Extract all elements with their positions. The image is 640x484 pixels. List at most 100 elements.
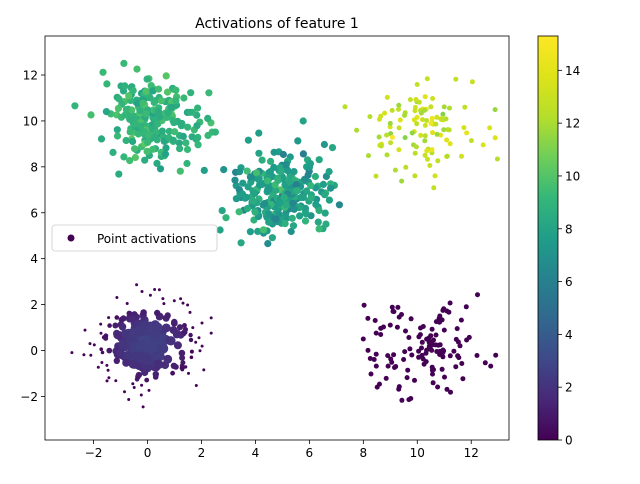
scatter-point [121, 82, 128, 89]
scatter-point [104, 333, 109, 338]
scatter-point [244, 205, 251, 212]
scatter-point [377, 135, 382, 140]
scatter-point [459, 318, 464, 323]
scatter-point [126, 302, 129, 305]
scatter-point [425, 157, 430, 162]
scatter-point [265, 210, 272, 217]
y-tick-label: 8 [30, 160, 38, 174]
scatter-point [87, 111, 94, 118]
scatter-point [430, 372, 435, 377]
scatter-point [255, 130, 262, 137]
x-tick-label: 8 [360, 446, 368, 460]
scatter-point [367, 114, 372, 119]
scatter-point [114, 379, 117, 382]
scatter-point [127, 128, 134, 135]
scatter-point [366, 153, 371, 158]
scatter-point [231, 177, 238, 184]
scatter-point [212, 129, 219, 136]
scatter-point [374, 352, 379, 357]
scatter-point [460, 376, 465, 381]
scatter-point [238, 239, 245, 246]
x-tick-label: 6 [306, 446, 314, 460]
scatter-point [184, 124, 191, 131]
scatter-point [300, 150, 307, 157]
scatter-point [461, 125, 466, 130]
scatter-point [413, 108, 418, 113]
scatter-point [402, 349, 407, 354]
scatter-point [220, 166, 227, 173]
scatter-point [190, 356, 194, 360]
scatter-point [433, 122, 438, 127]
scatter-point [144, 139, 151, 146]
scatter-point [144, 378, 149, 383]
scatter-point [389, 360, 394, 365]
scatter-point [487, 125, 492, 130]
scatter-point [122, 359, 130, 367]
scatter-point [202, 368, 205, 371]
scatter-point [302, 217, 309, 224]
scatter-point [385, 152, 390, 157]
scatter-point [425, 76, 430, 81]
scatter-point [413, 151, 418, 156]
scatter-point [407, 346, 412, 351]
scatter-point [103, 108, 110, 115]
scatter-point [399, 179, 404, 184]
scatter-point [422, 138, 427, 143]
scatter-point [431, 185, 436, 190]
scatter-point [423, 123, 428, 128]
scatter-point [361, 337, 366, 342]
scatter-point [114, 126, 121, 133]
scatter-point [143, 110, 150, 117]
scatter-point [409, 353, 414, 358]
scatter-point [475, 292, 480, 297]
y-tick-label: 2 [30, 298, 38, 312]
scatter-point [448, 353, 453, 358]
scatter-point [418, 133, 423, 138]
scatter-point [416, 349, 421, 354]
scatter-point [137, 123, 144, 130]
scatter-point [321, 191, 328, 198]
scatter-point [402, 113, 407, 118]
scatter-point [312, 173, 319, 180]
scatter-point [177, 168, 184, 175]
scatter-point [115, 171, 122, 178]
scatter-point [430, 130, 435, 135]
scatter-point [120, 60, 127, 67]
scatter-point [170, 371, 175, 376]
scatter-point [189, 311, 192, 314]
scatter-point [401, 357, 406, 362]
scatter-point [300, 117, 307, 124]
scatter-point [194, 341, 197, 344]
scatter-point [135, 326, 145, 336]
scatter-point [252, 209, 259, 216]
scatter-point [186, 109, 193, 116]
scatter-point [375, 385, 380, 390]
scatter-point [172, 87, 179, 94]
scatter-point [141, 157, 148, 164]
scatter-point [164, 89, 171, 96]
scatter-point [236, 168, 243, 175]
scatter-point [177, 324, 183, 330]
scatter-point [439, 117, 444, 122]
scatter-point [272, 216, 279, 223]
scatter-point [144, 76, 151, 83]
colorbar-tick-label: 8 [565, 222, 573, 236]
x-tick-label: 12 [464, 446, 479, 460]
scatter-point [205, 89, 212, 96]
scatter-point [378, 114, 383, 119]
scatter-point [261, 200, 268, 207]
x-tick-label: 0 [144, 446, 152, 460]
scatter-point [430, 96, 435, 101]
scatter-point [379, 144, 384, 149]
scatter-point [135, 283, 138, 286]
colorbar-tick-label: 6 [565, 275, 573, 289]
scatter-point [245, 137, 252, 144]
scatter-point [440, 367, 445, 372]
scatter-point [123, 390, 126, 393]
scatter-point [326, 197, 333, 204]
scatter-point [453, 364, 458, 369]
scatter-point [165, 312, 171, 318]
scatter-point [107, 316, 110, 319]
scatter-point [153, 323, 163, 333]
scatter-point [448, 141, 453, 146]
